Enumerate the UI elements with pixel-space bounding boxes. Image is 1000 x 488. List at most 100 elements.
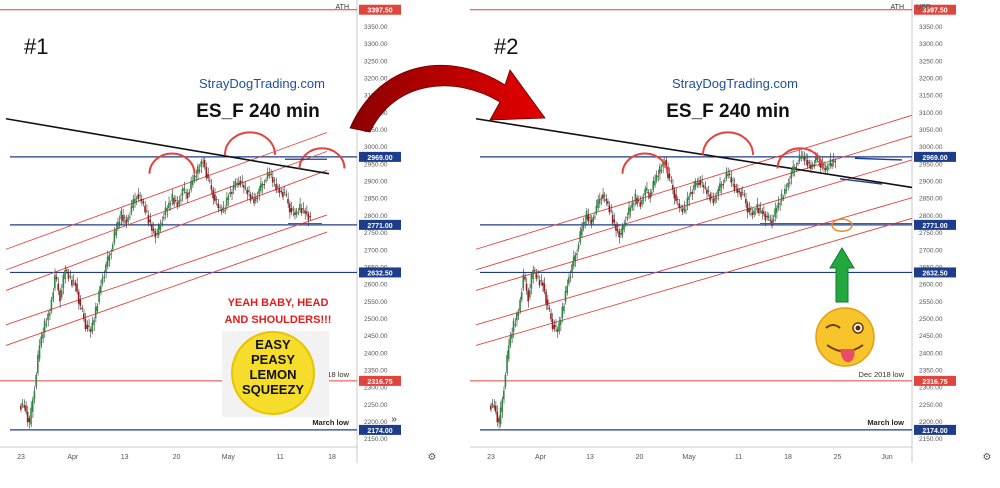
candle-body xyxy=(33,390,36,400)
candle-body xyxy=(168,202,170,209)
candle-body xyxy=(144,205,146,213)
candle-body xyxy=(498,418,500,423)
candle-body xyxy=(280,190,282,193)
y-tick-label: 3150.00 xyxy=(919,93,943,100)
candle-body xyxy=(650,191,653,195)
candle-body xyxy=(35,374,37,387)
candle-body xyxy=(788,182,791,184)
candle-body xyxy=(156,233,158,235)
channel-line-4 xyxy=(475,217,913,346)
candle-body xyxy=(725,171,728,179)
candle-body xyxy=(608,205,611,213)
candle-body xyxy=(662,161,664,167)
candle-body xyxy=(657,175,659,178)
candle-body xyxy=(519,299,521,312)
candle-body xyxy=(691,192,694,194)
low-circle-marker xyxy=(831,218,853,232)
price-tag-text-2969: 2969.00 xyxy=(367,155,392,162)
candle-body xyxy=(276,186,279,188)
candle-body xyxy=(89,329,92,332)
candle-body xyxy=(722,184,724,186)
candle-body xyxy=(145,210,148,212)
candle-body xyxy=(203,159,206,167)
y-tick-label: 3050.00 xyxy=(364,127,388,134)
candle-body xyxy=(571,264,573,273)
candle-body xyxy=(769,219,771,221)
candle-body xyxy=(522,274,525,289)
price-tag-text-dec2018: 2316.75 xyxy=(922,379,947,386)
y-tick-label: 2350.00 xyxy=(919,367,943,374)
y-tick-label: 2800.00 xyxy=(919,213,943,220)
y-tick-label: 2550.00 xyxy=(919,299,943,306)
candle-body xyxy=(823,163,825,166)
candle-body xyxy=(613,219,616,223)
candle-body xyxy=(42,333,44,339)
candle-body xyxy=(827,167,830,169)
price-tag-2632 xyxy=(914,267,956,278)
candle-body xyxy=(671,185,674,190)
y-tick-label: 3100.00 xyxy=(919,110,943,117)
candle-body xyxy=(81,307,83,310)
candle-body xyxy=(834,161,836,163)
price-tag-text-ATH: 3397.50 xyxy=(922,8,947,15)
candle-body xyxy=(623,224,625,230)
candle-body xyxy=(593,216,596,218)
candle-body xyxy=(621,225,624,236)
candle-body xyxy=(84,319,87,329)
candle-body xyxy=(754,212,757,214)
emoji-tongue xyxy=(840,349,855,363)
candle-body xyxy=(806,159,809,167)
y-tick-label: 3300.00 xyxy=(364,41,388,48)
candle-body xyxy=(572,256,575,267)
candle-body xyxy=(47,313,49,321)
candle-body xyxy=(157,225,160,236)
candle-body xyxy=(546,299,549,306)
candle-body xyxy=(624,222,627,225)
candle-body xyxy=(681,209,684,213)
candle-body xyxy=(256,197,259,199)
chart-title: ES_F 240 min xyxy=(196,101,320,122)
candle-body xyxy=(191,180,194,186)
candle-body xyxy=(616,228,619,231)
candle-body xyxy=(813,164,815,167)
candle-body xyxy=(271,177,274,183)
candle-body xyxy=(30,407,32,425)
candle-body xyxy=(723,180,726,182)
candle-body xyxy=(589,217,591,219)
price-tag-text-2771: 2771.00 xyxy=(922,223,947,230)
candle-body xyxy=(208,180,211,182)
candle-body xyxy=(164,207,167,215)
candle-body xyxy=(65,269,68,272)
candle-body xyxy=(818,161,820,163)
y-tick-label: 2500.00 xyxy=(919,316,943,323)
x-tick-label: 23 xyxy=(17,454,25,461)
candle-body xyxy=(814,157,817,163)
candle-body xyxy=(25,405,27,412)
candle-body xyxy=(597,199,599,209)
candle-body xyxy=(193,175,196,181)
price-tag-text-2632: 2632.50 xyxy=(367,270,392,277)
y-tick-label: 2850.00 xyxy=(364,196,388,203)
candle-body xyxy=(693,185,695,190)
candle-body xyxy=(227,196,230,201)
candle-body xyxy=(183,187,185,191)
candle-body xyxy=(210,185,213,190)
candle-body xyxy=(688,196,690,201)
candle-body xyxy=(741,192,744,194)
candle-body xyxy=(229,192,231,195)
candle-body xyxy=(829,159,832,166)
y-tick-label: 3200.00 xyxy=(919,76,943,83)
candle-body xyxy=(561,306,564,318)
y-tick-label: 2900.00 xyxy=(364,179,388,186)
candle-body xyxy=(603,194,606,197)
panel-gap xyxy=(445,0,470,483)
candle-body xyxy=(179,199,182,201)
candle-body xyxy=(610,210,612,212)
x-tick-label: Jun xyxy=(881,454,892,461)
candle-body xyxy=(231,192,233,194)
candle-body xyxy=(259,183,262,191)
chart-label: #1 xyxy=(24,34,48,59)
candle-body xyxy=(582,222,585,229)
candle-body xyxy=(105,264,107,273)
candle-body xyxy=(564,290,567,302)
